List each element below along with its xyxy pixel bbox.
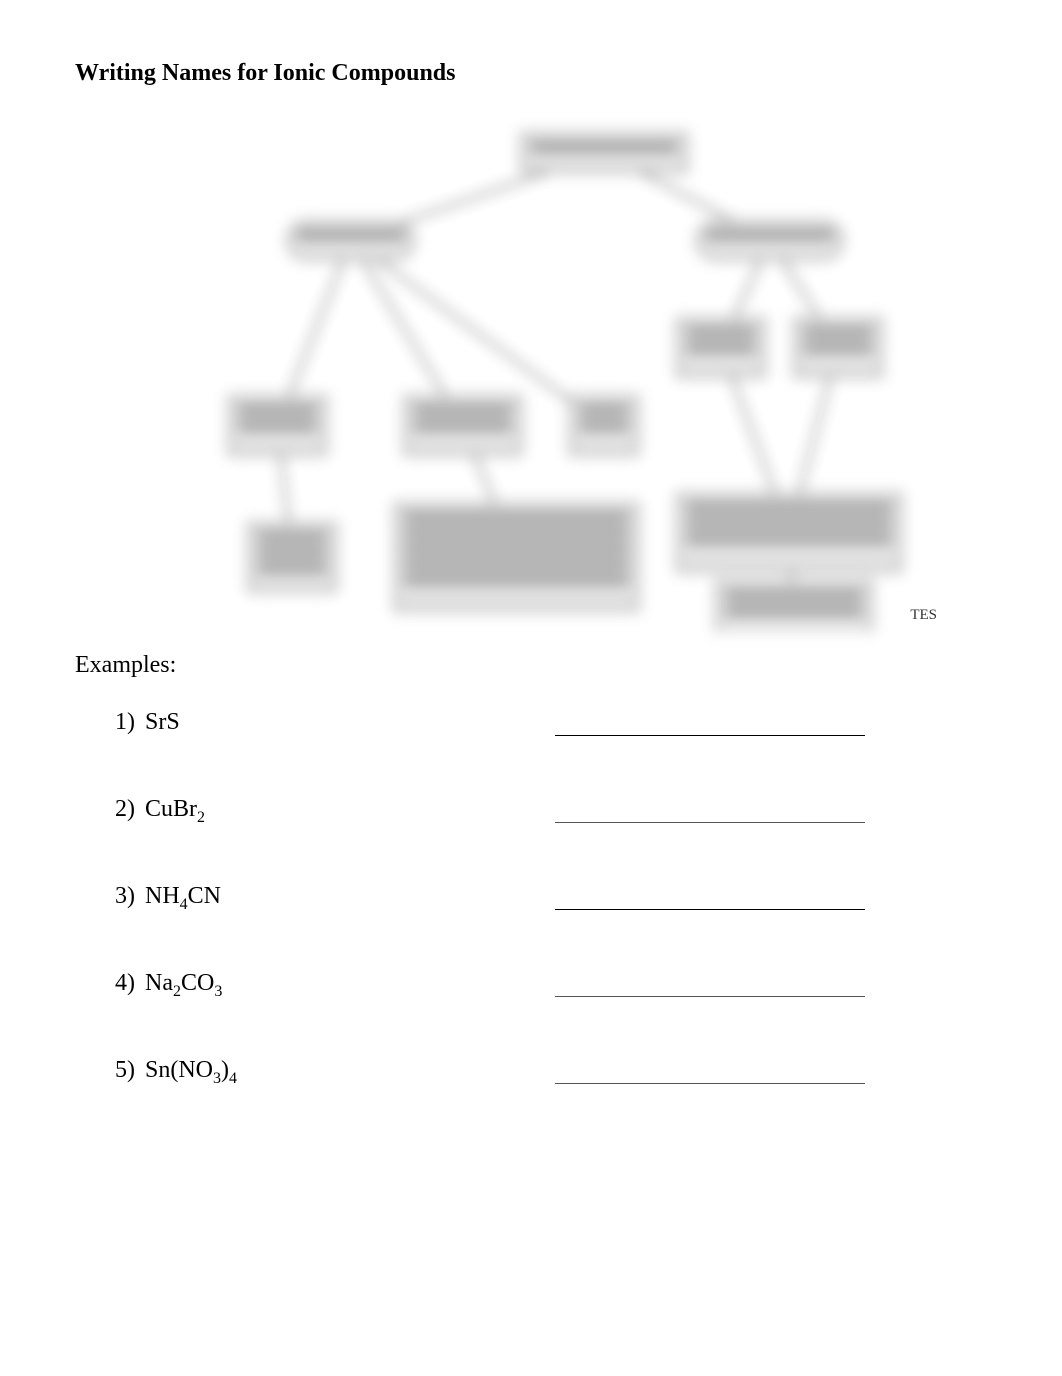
example-formula: 5) Sn(NO3)4: [115, 1057, 555, 1084]
tes-credit: TES: [910, 607, 937, 624]
answer-blank: [555, 1083, 865, 1084]
example-number: 1): [115, 709, 135, 736]
example-number: 2): [115, 796, 135, 823]
chemical-formula: CuBr2: [145, 796, 205, 823]
example-row: 5) Sn(NO3)4: [75, 1057, 987, 1084]
example-row: 4) Na2CO3: [75, 970, 987, 997]
answer-blank: [555, 735, 865, 736]
page-title: Writing Names for Ionic Compounds: [75, 60, 987, 87]
example-row: 3) NH4CN: [75, 883, 987, 910]
example-number: 5): [115, 1057, 135, 1084]
answer-blank: [555, 996, 865, 997]
examples-heading: Examples:: [75, 652, 987, 679]
example-formula: 3) NH4CN: [115, 883, 555, 910]
chemical-formula: Sn(NO3)4: [145, 1057, 237, 1084]
flowchart-diagram: [151, 102, 911, 632]
example-number: 4): [115, 970, 135, 997]
chemical-formula: SrS: [145, 709, 180, 736]
example-formula: 2) CuBr2: [115, 796, 555, 823]
examples-list: 1) SrS 2) CuBr2 3) NH4CN 4) Na2CO3 5) Sn(NO3)4: [75, 709, 987, 1084]
example-row: 2) CuBr2: [75, 796, 987, 823]
example-formula: 1) SrS: [115, 709, 555, 736]
diagram-container: TES: [75, 102, 987, 632]
example-formula: 4) Na2CO3: [115, 970, 555, 997]
example-row: 1) SrS: [75, 709, 987, 736]
chemical-formula: NH4CN: [145, 883, 221, 910]
chemical-formula: Na2CO3: [145, 970, 222, 997]
example-number: 3): [115, 883, 135, 910]
answer-blank: [555, 909, 865, 910]
answer-blank: [555, 822, 865, 823]
